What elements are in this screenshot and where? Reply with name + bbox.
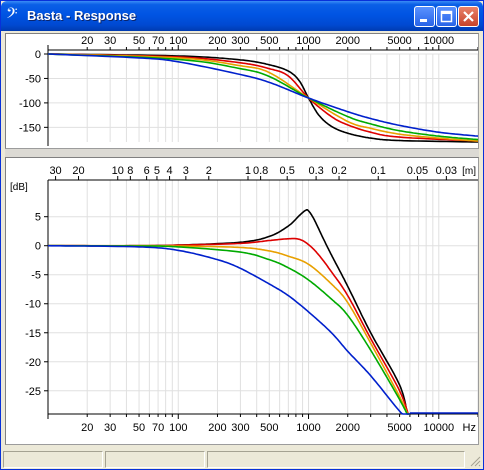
- magnitude-x-unit-label: Hz: [463, 422, 476, 434]
- magnitude-grid: [47, 180, 479, 414]
- magnitude-series-line-4: [48, 244, 410, 415]
- status-pane-3: [207, 451, 465, 468]
- phase-x-tick-label: 10000: [423, 35, 454, 47]
- magnitude-x-tick-label: 200: [208, 422, 226, 434]
- status-pane-2: [105, 451, 205, 468]
- phase-x-tick-label: 2000: [335, 35, 359, 47]
- status-pane-1: [3, 451, 103, 468]
- maximize-button[interactable]: [436, 6, 457, 27]
- wavelength-tick-label: 5: [154, 165, 160, 177]
- magnitude-x-tick-label: 30: [104, 422, 116, 434]
- bass-clef-icon[interactable]: 𝄢: [6, 5, 18, 26]
- magnitude-series-line-3: [48, 244, 410, 415]
- magnitude-x-tick-label: 1000: [296, 422, 320, 434]
- phase-y-tick-label: -150: [19, 122, 41, 134]
- wavelength-tick-label: 4: [167, 165, 173, 177]
- magnitude-x-tick-label: 70: [152, 422, 164, 434]
- phase-x-tick-label: 20: [81, 35, 93, 47]
- magnitude-y-unit-label: [dB]: [10, 182, 28, 193]
- phase-y-tick-label: -50: [25, 73, 41, 85]
- magnitude-x-tick-label: 100: [169, 422, 187, 434]
- magnitude-y-tick-label: -20: [25, 357, 41, 369]
- magnitude-x-tick-label: 50: [133, 422, 145, 434]
- magnitude-x-tick-label: 2000: [335, 422, 359, 434]
- wavelength-tick-label: 6: [144, 165, 150, 177]
- wavelength-tick-label: 0.8: [253, 165, 268, 177]
- phase-x-tick-label: 300: [231, 35, 249, 47]
- magnitude-response-chart[interactable]: 30 20 10 8 6 5 4 3 2 1 0.8 0.5 0.3 0.2 0.1 0.05 0.03 [m][…: [6, 158, 479, 444]
- phase-x-tick-label: 70: [152, 35, 164, 47]
- close-button[interactable]: [458, 6, 479, 27]
- wavelength-tick-label: 0.5: [280, 165, 295, 177]
- magnitude-y-tick-label: -15: [25, 328, 41, 340]
- phase-x-tick-label: 30: [104, 35, 116, 47]
- magnitude-x-tick-label: 500: [260, 422, 278, 434]
- minimize-button[interactable]: [414, 6, 435, 27]
- phase-x-tick-label: 500: [260, 35, 278, 47]
- wavelength-tick-label: 20: [72, 165, 84, 177]
- wavelength-tick-label: 10: [112, 165, 124, 177]
- phase-y-tick-label: -100: [19, 98, 41, 110]
- magnitude-x-tick-label: 5000: [387, 422, 411, 434]
- magnitude-y-tick-label: 0: [35, 241, 41, 253]
- wavelength-tick-label: 8: [127, 165, 133, 177]
- magnitude-series-line-5: [47, 244, 410, 415]
- wavelength-tick-label: 30: [49, 165, 61, 177]
- magnitude-y-tick-label: -10: [25, 299, 41, 311]
- wavelength-tick-label: 2: [206, 165, 212, 177]
- panel-splitter[interactable]: [5, 149, 479, 157]
- phase-x-tick-label: 50: [133, 35, 145, 47]
- status-bar: [1, 449, 483, 469]
- phase-x-tick-label: 1000: [296, 35, 320, 47]
- close-icon: [463, 11, 474, 22]
- magnitude-x-tick-label: 10000: [423, 422, 454, 434]
- window-title: Basta - Response: [27, 8, 137, 23]
- wavelength-tick-label: 3: [183, 165, 189, 177]
- wavelength-tick-label: 0.03: [436, 165, 457, 177]
- minimize-icon: [420, 19, 427, 22]
- magnitude-response-panel[interactable]: 30 20 10 8 6 5 4 3 2 1 0.8 0.5 0.3 0.2 0.1 0.05 0.03 [m][…: [5, 157, 479, 445]
- magnitude-x-tick-label: 20: [81, 422, 93, 434]
- wavelength-tick-label: 0.2: [331, 165, 346, 177]
- phase-series-line-5: [47, 53, 479, 137]
- phase-response-chart[interactable]: 20 30 50 70 100 200 300 500 1000 2000 5000 10000 0 -5…: [6, 34, 479, 148]
- wavelength-unit-label: [m]: [462, 166, 476, 177]
- phase-y-tick-label: 0: [35, 49, 41, 61]
- wavelength-tick-label: 0.05: [407, 165, 428, 177]
- phase-response-panel[interactable]: 20 30 50 70 100 200 300 500 1000 2000 5000 10000 0 -5…: [5, 33, 479, 149]
- wavelength-tick-label: 0.1: [371, 165, 386, 177]
- phase-series-line-4: [47, 53, 479, 141]
- wavelength-tick-label: 0.3: [308, 165, 323, 177]
- phase-x-tick-label: 200: [208, 35, 226, 47]
- phase-x-tick-label: 100: [169, 35, 187, 47]
- magnitude-y-tick-label: 5: [35, 212, 41, 224]
- resize-grip-icon[interactable]: [469, 455, 481, 467]
- phase-x-tick-label: 5000: [387, 35, 411, 47]
- maximize-icon: [440, 10, 453, 23]
- magnitude-x-tick-label: 300: [231, 422, 249, 434]
- magnitude-series-line-1: [48, 209, 410, 415]
- title-bar[interactable]: 𝄢 Basta - Response: [1, 1, 483, 31]
- magnitude-y-tick-label: -25: [25, 386, 41, 398]
- wavelength-tick-label: 1: [245, 165, 251, 177]
- phase-series-line-3: [47, 53, 479, 142]
- magnitude-series-line-2: [48, 237, 410, 415]
- magnitude-y-tick-label: -5: [31, 270, 41, 282]
